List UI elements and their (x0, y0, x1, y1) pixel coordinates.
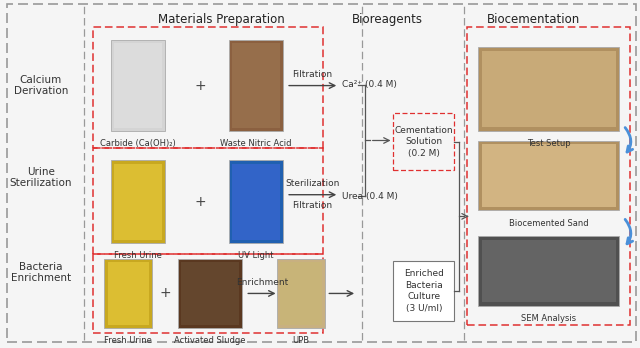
Text: UPB: UPB (292, 336, 309, 345)
Bar (478, 141, 619, 210)
Bar (178, 259, 242, 328)
Bar (93, 254, 323, 333)
Bar (394, 113, 454, 171)
Text: Filtration: Filtration (292, 201, 333, 210)
Text: Biocementation: Biocementation (487, 13, 580, 26)
Bar (111, 40, 165, 132)
Text: Cementation
Solution
(0.2 M): Cementation Solution (0.2 M) (394, 126, 453, 158)
Text: Bioreagents: Bioreagents (351, 13, 422, 26)
Text: Ca²⁺ (0.4 M): Ca²⁺ (0.4 M) (342, 80, 397, 89)
Bar (104, 259, 152, 328)
Bar (114, 43, 162, 128)
Text: Fresh Urine: Fresh Urine (104, 336, 152, 345)
Bar (93, 27, 323, 148)
Bar (481, 144, 616, 207)
Bar (93, 148, 323, 254)
Bar (108, 262, 149, 325)
Text: Test Setup: Test Setup (527, 139, 570, 148)
Text: +: + (159, 286, 171, 300)
Text: Calcium
Derivation: Calcium Derivation (13, 75, 68, 96)
Bar (277, 259, 324, 328)
Text: Enriched
Bacteria
Culture
(3 U/ml): Enriched Bacteria Culture (3 U/ml) (404, 269, 444, 313)
Bar (232, 164, 280, 240)
Bar (229, 40, 284, 132)
Bar (114, 164, 162, 240)
Text: +: + (195, 195, 206, 209)
Text: +: + (195, 79, 206, 93)
Bar (181, 262, 239, 325)
Bar (481, 240, 616, 302)
Text: Urea (0.4 M): Urea (0.4 M) (342, 192, 398, 201)
Bar (481, 51, 616, 127)
Text: Fresh Urine: Fresh Urine (114, 251, 162, 260)
Text: Bacteria
Enrichment: Bacteria Enrichment (11, 262, 71, 284)
Text: SEM Analysis: SEM Analysis (521, 314, 576, 323)
Bar (280, 262, 321, 325)
Bar (111, 160, 165, 243)
Text: Materials Preparation: Materials Preparation (157, 13, 284, 26)
Text: Waste Nitric Acid: Waste Nitric Acid (220, 139, 292, 148)
Text: Carbide (Ca(OH)₂): Carbide (Ca(OH)₂) (100, 139, 176, 148)
Text: Activated Sludge: Activated Sludge (175, 336, 246, 345)
Bar (232, 43, 280, 128)
Bar (394, 261, 454, 321)
Bar (478, 47, 619, 130)
Text: Biocemented Sand: Biocemented Sand (509, 219, 588, 228)
Text: Enrichment: Enrichment (236, 278, 288, 287)
Text: Filtration: Filtration (292, 70, 333, 79)
Bar (467, 27, 630, 325)
Text: UV Light: UV Light (238, 251, 274, 260)
Text: Urine
Sterilization: Urine Sterilization (10, 167, 72, 188)
Text: Sterilization: Sterilization (285, 180, 340, 189)
Bar (478, 236, 619, 306)
Bar (229, 160, 284, 243)
